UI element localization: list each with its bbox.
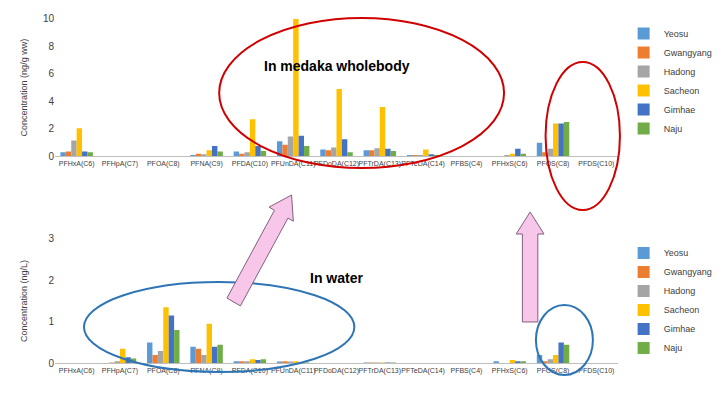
svg-text:PFUnDA(C11): PFUnDA(C11) <box>271 160 316 168</box>
svg-text:PFDS(C10): PFDS(C10) <box>578 160 614 168</box>
svg-text:PFBS(C4): PFBS(C4) <box>450 160 482 168</box>
svg-text:PFHxA(C6): PFHxA(C6) <box>59 160 95 168</box>
svg-text:10: 10 <box>43 13 55 24</box>
svg-text:0: 0 <box>48 358 54 369</box>
svg-text:In water: In water <box>310 270 363 286</box>
svg-text:Hadong: Hadong <box>664 67 696 77</box>
svg-text:PFTeDA(C14): PFTeDA(C14) <box>401 160 445 168</box>
svg-text:2: 2 <box>48 275 54 286</box>
svg-text:PFOA(C8): PFOA(C8) <box>147 160 180 168</box>
svg-text:In medaka wholebody: In medaka wholebody <box>264 58 410 74</box>
svg-text:PFHpA(C7): PFHpA(C7) <box>102 160 138 168</box>
svg-text:1: 1 <box>48 316 54 327</box>
svg-text:Gwangyang: Gwangyang <box>664 48 712 58</box>
svg-text:PFHpA(C7): PFHpA(C7) <box>102 367 138 375</box>
svg-text:PFDoDA(C12): PFDoDA(C12) <box>314 160 359 168</box>
svg-text:3: 3 <box>48 233 54 244</box>
svg-text:PFHxS(C6): PFHxS(C6) <box>492 160 528 168</box>
svg-text:PFHxA(C6): PFHxA(C6) <box>59 367 95 375</box>
svg-text:2: 2 <box>48 123 54 134</box>
svg-text:Sacheon: Sacheon <box>664 305 700 315</box>
svg-text:PFDA(C10): PFDA(C10) <box>232 160 268 168</box>
svg-text:Naju: Naju <box>664 343 683 353</box>
svg-text:Gwangyang: Gwangyang <box>664 267 712 277</box>
svg-text:PFTrDA(C13): PFTrDA(C13) <box>359 160 402 168</box>
svg-text:Yeosu: Yeosu <box>664 29 689 39</box>
svg-text:8: 8 <box>48 41 54 52</box>
svg-text:PFNA(C9): PFNA(C9) <box>190 367 222 375</box>
svg-text:Gimhae: Gimhae <box>664 324 696 334</box>
svg-text:PFDoDA(C12): PFDoDA(C12) <box>314 367 359 375</box>
svg-text:Yeosu: Yeosu <box>664 248 689 258</box>
svg-text:4: 4 <box>48 96 54 107</box>
svg-text:Sacheon: Sacheon <box>664 86 700 96</box>
svg-text:PFTrDA(C13): PFTrDA(C13) <box>359 367 402 375</box>
svg-text:PFOS(C8): PFOS(C8) <box>537 160 570 168</box>
svg-text:PFDS(C10): PFDS(C10) <box>578 367 614 375</box>
svg-text:Hadong: Hadong <box>664 286 696 296</box>
svg-text:PFNA(C9): PFNA(C9) <box>190 160 222 168</box>
svg-text:PFUnDA(C11): PFUnDA(C11) <box>271 367 316 375</box>
svg-text:PFHxS(C6): PFHxS(C6) <box>492 367 528 375</box>
svg-text:Gimhae: Gimhae <box>664 105 696 115</box>
svg-text:PFTeDA(C14): PFTeDA(C14) <box>401 367 445 375</box>
svg-text:PFBS(C4): PFBS(C4) <box>450 367 482 375</box>
svg-text:PFDA(C10): PFDA(C10) <box>232 367 268 375</box>
svg-text:Concentration (ng/L): Concentration (ng/L) <box>19 260 29 342</box>
svg-text:PFOS(C8): PFOS(C8) <box>537 367 570 375</box>
svg-text:Concentration (ng/g ww): Concentration (ng/g ww) <box>19 39 29 137</box>
svg-text:PFOA(C8): PFOA(C8) <box>147 367 180 375</box>
svg-text:Naju: Naju <box>664 124 683 134</box>
svg-text:6: 6 <box>48 68 54 79</box>
svg-text:0: 0 <box>48 151 54 162</box>
